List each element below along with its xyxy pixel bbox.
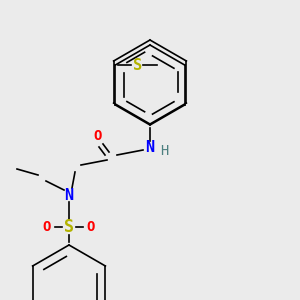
Text: O: O bbox=[94, 129, 102, 143]
Text: S: S bbox=[133, 58, 142, 73]
Text: O: O bbox=[43, 220, 51, 234]
Text: N: N bbox=[64, 188, 74, 202]
Text: S: S bbox=[64, 218, 74, 236]
Text: H: H bbox=[160, 144, 168, 158]
Text: O: O bbox=[87, 220, 95, 234]
Text: N: N bbox=[146, 140, 154, 154]
